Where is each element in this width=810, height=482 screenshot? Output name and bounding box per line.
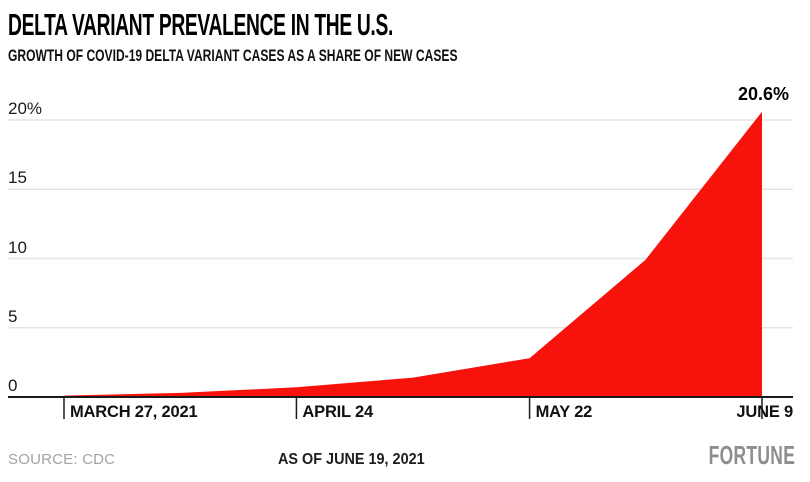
chart-subtitle: GROWTH OF COVID-19 DELTA VARIANT CASES A… <box>8 46 458 65</box>
x-axis-label: MAY 22 <box>535 403 593 421</box>
x-axis-label: APRIL 24 <box>302 403 373 421</box>
as-of-label: AS OF JUNE 19, 2021 <box>278 451 425 468</box>
area-series <box>64 111 762 397</box>
y-axis-label: 10 <box>8 237 27 257</box>
y-axis-label: 5 <box>8 306 18 326</box>
y-axis-label: 15 <box>8 168 27 188</box>
fortune-logo: FORTUNE <box>708 440 795 470</box>
source-label: SOURCE: CDC <box>8 451 116 468</box>
x-axis-label: MARCH 27, 2021 <box>70 403 198 421</box>
chart-title: DELTA VARIANT PREVALENCE IN THE U.S. <box>8 7 394 42</box>
y-axis-label: 20% <box>8 99 43 118</box>
y-axis-label: 0 <box>8 376 18 395</box>
x-axis-label: JUNE 9 <box>736 403 793 421</box>
end-value-label: 20.6% <box>737 84 789 104</box>
